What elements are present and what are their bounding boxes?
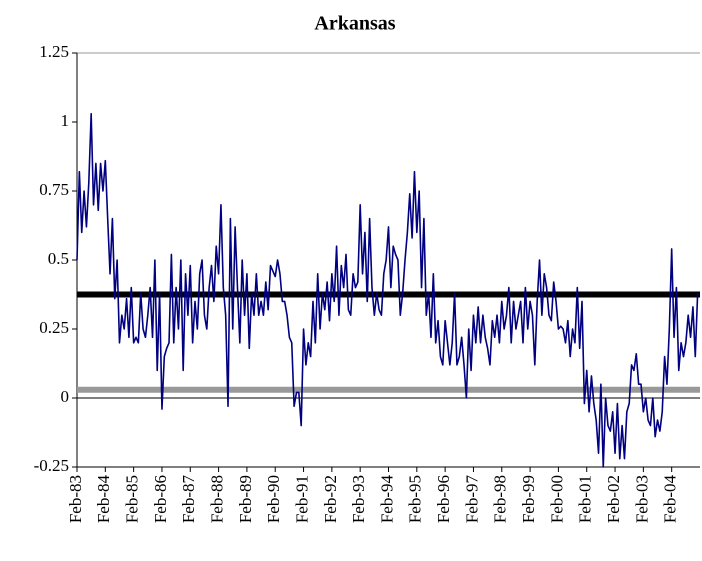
x-tick-label: Feb-00 <box>547 475 566 523</box>
x-tick-label: Feb-85 <box>123 475 142 523</box>
x-tick-label: Feb-96 <box>434 475 453 523</box>
x-tick-label: Feb-91 <box>292 475 311 523</box>
y-tick-label: 0.75 <box>39 180 69 199</box>
y-tick-label: 0.5 <box>48 249 69 268</box>
x-tick-label: Feb-86 <box>151 475 170 523</box>
x-tick-label: Feb-04 <box>661 475 680 524</box>
x-tick-label: Feb-92 <box>321 475 340 523</box>
x-tick-label: Feb-97 <box>462 475 481 524</box>
chart-title: Arkansas <box>314 13 395 35</box>
series-line <box>76 112 699 468</box>
x-tick-label: Feb-90 <box>264 475 283 523</box>
x-tick-label: Feb-03 <box>632 475 651 523</box>
x-tick-label: Feb-95 <box>406 475 425 523</box>
x-tick-label: Feb-84 <box>94 475 113 524</box>
x-tick-label: Feb-87 <box>179 475 198 524</box>
x-tick-label: Feb-01 <box>576 475 595 523</box>
y-tick-label: 1.25 <box>39 42 69 61</box>
x-tick-label: Feb-88 <box>207 475 226 523</box>
x-tick-label: Feb-98 <box>491 475 510 523</box>
y-tick-label: 0.25 <box>39 318 69 337</box>
x-tick-label: Feb-83 <box>66 475 85 523</box>
x-tick-label: Feb-99 <box>519 475 538 523</box>
x-tick-label: Feb-93 <box>349 475 368 523</box>
x-tick-label: Feb-89 <box>236 475 255 523</box>
x-tick-label: Feb-02 <box>604 475 623 523</box>
x-tick-label: Feb-94 <box>377 475 396 524</box>
y-tick-label: 1 <box>61 111 70 130</box>
y-tick-label: -0.25 <box>34 456 69 475</box>
y-tick-label: 0 <box>61 387 70 406</box>
